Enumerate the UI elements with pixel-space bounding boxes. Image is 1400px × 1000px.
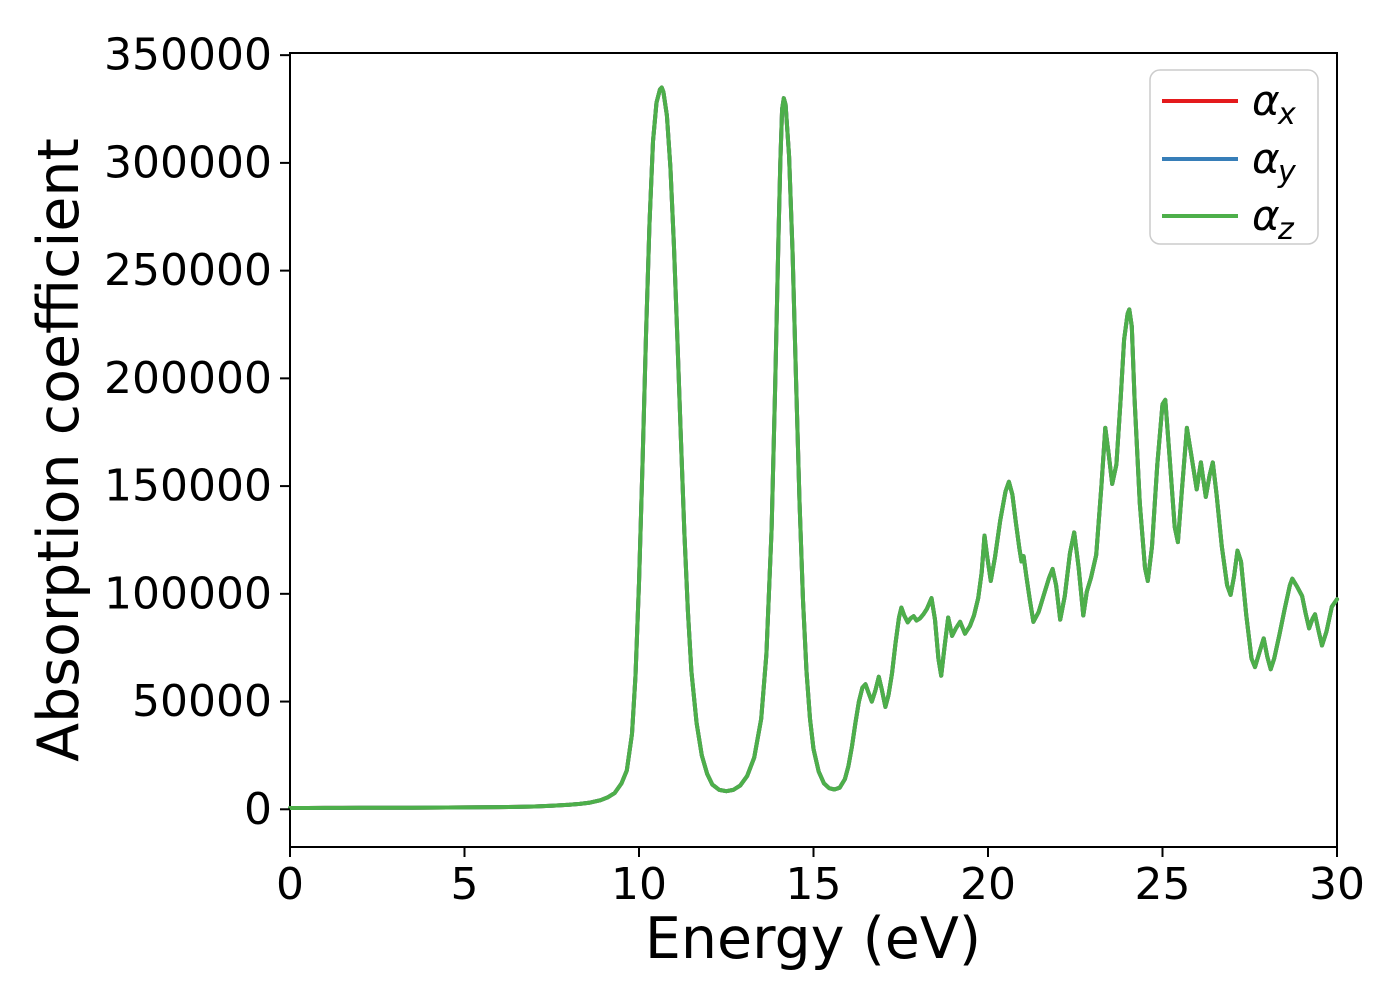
x-tick-label: 15 — [786, 859, 842, 910]
y-tick-label: 200000 — [104, 353, 272, 404]
y-tick-label: 150000 — [104, 461, 272, 512]
y-tick-label: 100000 — [104, 568, 272, 619]
y-tick-label: 50000 — [132, 676, 272, 727]
y-tick-label: 300000 — [104, 137, 272, 188]
x-axis-label: Energy (eV) — [645, 906, 981, 972]
legend: α x α y α z — [1149, 69, 1319, 247]
legend-label-alpha-y-sub: y — [1277, 155, 1297, 190]
legend-label-alpha-x-sub: x — [1277, 97, 1296, 132]
x-axis-ticks: 0 5 10 15 20 25 30 — [276, 847, 1365, 910]
legend-label-alpha-x: α — [1252, 76, 1280, 125]
legend-label-alpha-z-sub: z — [1277, 212, 1295, 247]
x-tick-label: 25 — [1135, 859, 1191, 910]
y-axis-ticks: 0 50000 100000 150000 200000 250000 300000 3500… — [104, 30, 290, 835]
series-layer — [288, 85, 1339, 810]
y-tick-label: 250000 — [104, 245, 272, 296]
series-alpha_z — [288, 85, 1339, 810]
legend-label-alpha-z: α — [1252, 191, 1280, 240]
y-tick-label: 350000 — [104, 30, 272, 81]
y-axis-label: Absorption coefficient — [26, 138, 92, 762]
legend-label-alpha-y: α — [1252, 134, 1280, 183]
x-tick-label: 5 — [451, 859, 479, 910]
x-tick-label: 0 — [276, 859, 304, 910]
x-tick-label: 20 — [960, 859, 1016, 910]
x-tick-label: 10 — [611, 859, 667, 910]
y-tick-label: 0 — [244, 784, 272, 835]
x-tick-label: 30 — [1309, 859, 1365, 910]
